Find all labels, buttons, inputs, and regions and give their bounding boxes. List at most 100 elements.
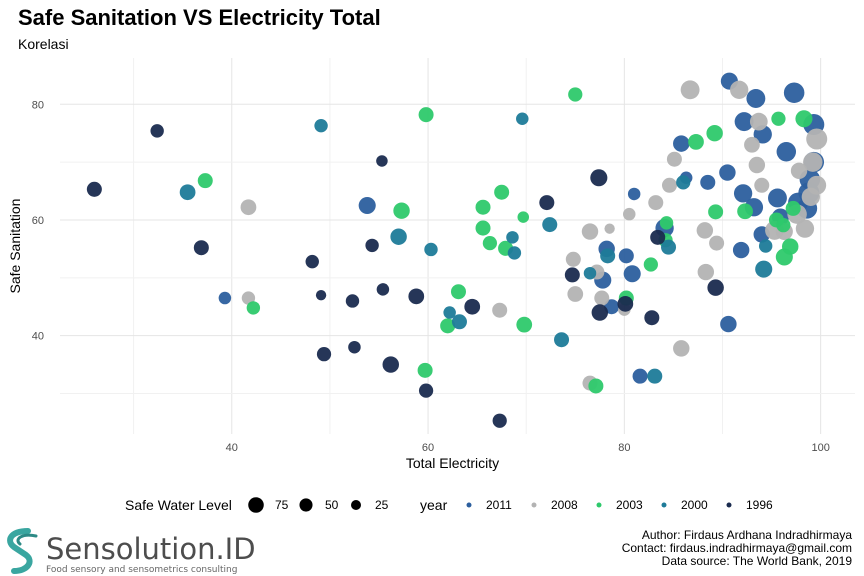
data-point-2008 <box>730 80 749 99</box>
data-point-2003 <box>795 110 813 128</box>
data-point-2011 <box>604 299 620 315</box>
x-axis-label: Total Electricity <box>406 455 499 471</box>
data-point-2000 <box>516 112 529 125</box>
x-tick-label: 80 <box>618 442 630 454</box>
data-point-2003 <box>706 124 723 142</box>
legend-size-label: 50 <box>325 498 339 512</box>
data-point-2000 <box>583 266 597 280</box>
y-tick-label: 80 <box>32 99 44 111</box>
data-point-2000 <box>661 239 677 255</box>
legend-color-label: 1996 <box>746 498 773 512</box>
data-point-2008 <box>709 235 725 251</box>
data-point-1996 <box>193 240 209 256</box>
legend-size-title: Safe Water Level <box>125 497 232 513</box>
legend-size-label: 75 <box>275 498 289 512</box>
data-point-2011 <box>623 265 641 283</box>
legend-color-label: 2011 <box>486 498 512 512</box>
data-point-1996 <box>408 288 425 305</box>
data-point-2008 <box>240 199 257 216</box>
data-point-2003 <box>688 134 704 150</box>
data-point-2011 <box>768 188 787 208</box>
x-tick-label: 100 <box>811 442 829 454</box>
y-axis-label: Safe Sanitation <box>7 199 23 294</box>
data-point-2003 <box>737 203 753 220</box>
data-point-2003 <box>776 218 791 233</box>
data-point-2008 <box>801 187 820 206</box>
data-point-2011 <box>746 89 766 108</box>
data-point-1996 <box>591 304 609 321</box>
data-point-2008 <box>790 162 808 180</box>
data-point-1996 <box>365 238 379 253</box>
data-point-2000 <box>554 332 570 348</box>
data-point-2008 <box>697 263 715 281</box>
chart-title: Safe Sanitation VS Electricity Total <box>18 5 381 30</box>
data-point-2000 <box>314 118 328 133</box>
data-point-2003 <box>643 257 658 272</box>
data-point-2008 <box>492 302 508 318</box>
data-point-2003 <box>659 216 674 230</box>
data-point-2008 <box>749 112 768 131</box>
caption-author: Author: Firdaus Ardhana Indradhirmaya <box>641 528 852 542</box>
data-point-2003 <box>393 202 410 219</box>
y-tick-label: 40 <box>32 331 44 343</box>
legend-color-symbol <box>661 502 667 508</box>
data-point-2008 <box>696 222 714 239</box>
data-point-2011 <box>218 291 232 305</box>
data-point-2008 <box>623 207 636 221</box>
data-point-2003 <box>517 211 530 223</box>
data-point-1996 <box>590 169 608 187</box>
data-point-1996 <box>617 295 634 312</box>
data-point-2003 <box>475 220 491 236</box>
data-point-2008 <box>748 156 766 174</box>
data-point-2008 <box>795 219 815 238</box>
data-point-2000 <box>390 228 407 245</box>
data-point-1996 <box>315 289 327 301</box>
data-point-2003 <box>246 301 261 315</box>
data-point-2003 <box>588 378 604 394</box>
legend-color-symbol <box>726 502 732 508</box>
data-point-1996 <box>418 383 434 398</box>
data-point-2008 <box>567 286 584 302</box>
data-point-2011 <box>358 196 376 215</box>
data-point-2000 <box>507 246 522 260</box>
data-point-1996 <box>492 413 507 428</box>
data-point-1996 <box>464 298 481 315</box>
data-point-2000 <box>600 248 616 264</box>
legend-color-label: 2008 <box>551 498 578 512</box>
data-point-2000 <box>758 239 773 253</box>
data-point-1996 <box>644 310 660 326</box>
data-point-1996 <box>564 267 580 283</box>
data-point-2008 <box>594 290 610 306</box>
data-point-1996 <box>376 155 388 167</box>
data-point-1996 <box>650 229 666 245</box>
logo-tagline: Food sensory and sensometrics consulting <box>46 565 238 575</box>
data-point-2008 <box>803 152 823 172</box>
data-point-2000 <box>451 314 467 330</box>
data-point-2003 <box>708 204 724 220</box>
legend-size-symbol <box>248 497 264 513</box>
data-point-2008 <box>744 136 760 153</box>
data-point-2000 <box>443 306 456 319</box>
chart-subtitle: Korelasi <box>18 36 69 52</box>
data-point-2000 <box>755 260 773 278</box>
data-point-2008 <box>666 151 682 167</box>
legend-color-symbol <box>596 502 602 508</box>
data-point-2003 <box>197 173 213 189</box>
data-point-2000 <box>506 231 519 244</box>
legend-size-label: 25 <box>375 498 389 512</box>
data-point-2008 <box>581 223 599 240</box>
data-point-1996 <box>86 181 102 197</box>
caption-source: Data source: The World Bank, 2019 <box>661 554 852 568</box>
data-point-2011 <box>673 135 690 152</box>
data-point-2000 <box>647 368 663 384</box>
data-point-2011 <box>734 112 754 132</box>
data-point-1996 <box>150 124 164 138</box>
legend: Safe Water Level 75 50 25 year 2011 2008 2003 20… <box>125 497 773 513</box>
data-point-1996 <box>305 254 319 269</box>
y-tick-label: 60 <box>32 215 44 227</box>
data-point-2008 <box>604 223 615 234</box>
data-point-2003 <box>494 184 510 200</box>
data-point-2000 <box>542 217 558 233</box>
data-point-2003 <box>516 316 533 333</box>
